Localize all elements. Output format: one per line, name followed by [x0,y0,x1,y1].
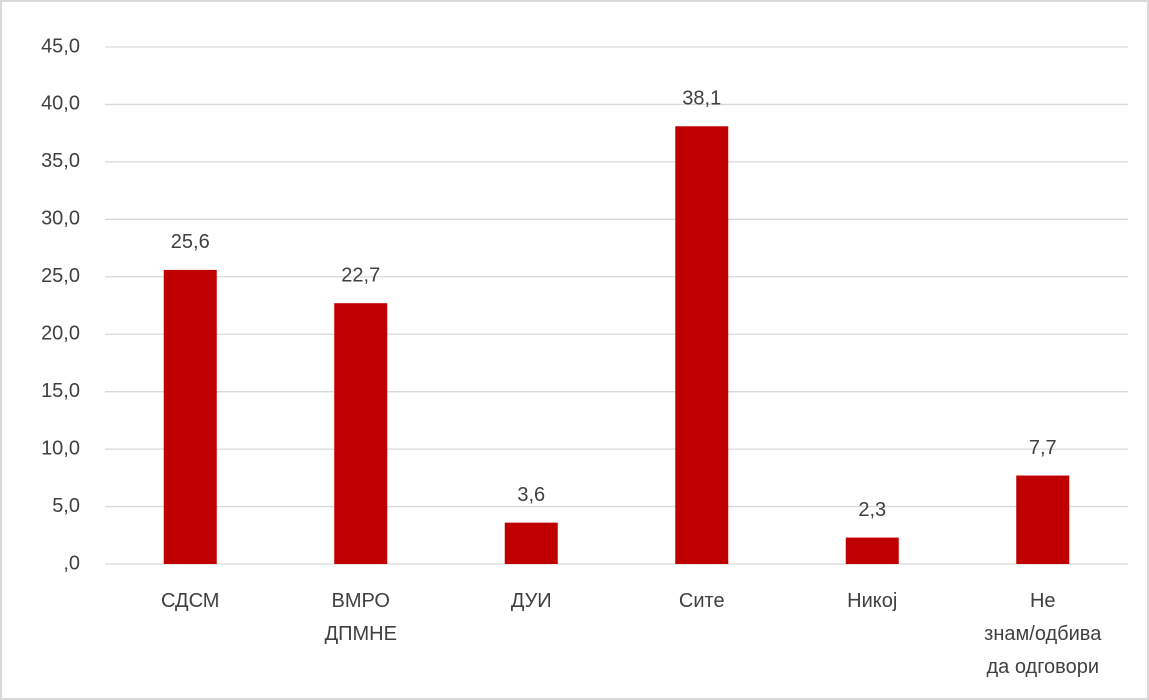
x-tick-label: Никој [847,590,897,612]
y-tick-label: 10,0 [41,437,80,459]
y-tick-label: 20,0 [41,323,80,345]
data-label: 38,1 [682,88,721,110]
bar [845,537,899,564]
y-tick-label: ,0 [63,552,80,574]
x-tick-label: ДУИ [511,590,552,612]
bar [504,522,558,564]
y-tick-label: 30,0 [41,208,80,230]
data-label: 2,3 [858,499,886,521]
x-tick-label: ВМРО ДПМНЕ [325,590,397,645]
y-tick-label: 40,0 [41,93,80,115]
y-tick-label: 35,0 [41,150,80,172]
x-tick-label: Не знам/одбива да одговори [984,590,1102,678]
bar [1016,475,1070,564]
bar [163,269,217,564]
x-tick-label: Сите [679,590,725,612]
data-label: 22,7 [341,264,380,286]
data-label: 7,7 [1029,437,1057,459]
data-label: 25,6 [171,231,210,253]
bar [675,126,729,565]
y-tick-label: 25,0 [41,265,80,287]
y-tick-label: 45,0 [41,35,80,57]
data-label: 3,6 [517,484,545,506]
bar [334,303,388,564]
y-tick-label: 5,0 [52,495,80,517]
x-tick-label: СДСМ [161,590,219,612]
y-tick-label: 15,0 [41,380,80,402]
